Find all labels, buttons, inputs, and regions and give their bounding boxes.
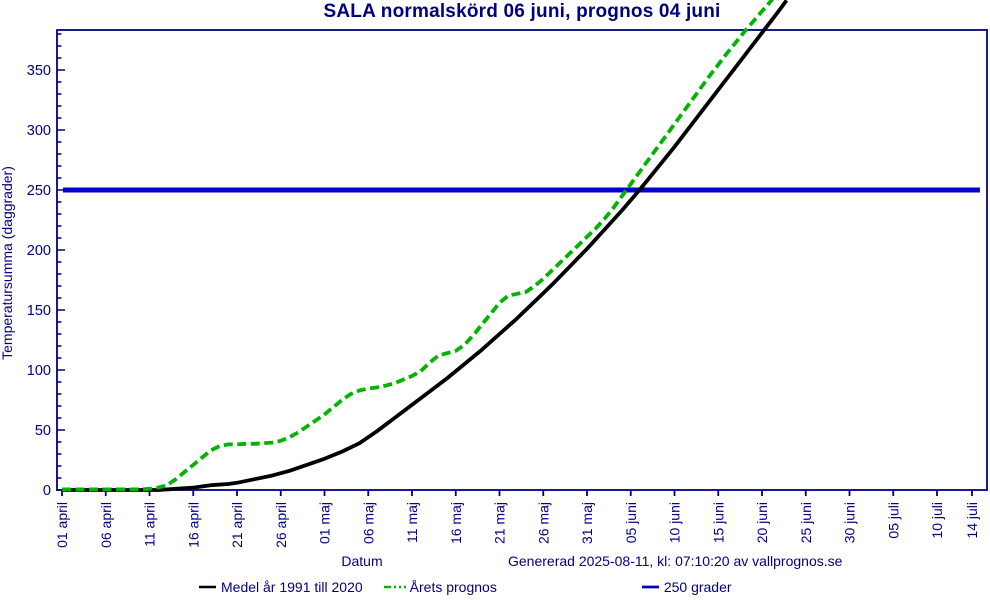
svg-text:21 maj: 21 maj: [492, 502, 508, 544]
svg-text:16 maj: 16 maj: [448, 502, 464, 544]
svg-text:30 juni: 30 juni: [842, 502, 858, 543]
svg-text:350: 350: [27, 63, 51, 79]
svg-text:0: 0: [43, 483, 51, 499]
svg-text:10 juni: 10 juni: [667, 502, 683, 543]
legend-label-250-grader: 250 grader: [663, 579, 732, 595]
svg-text:25 juni: 25 juni: [798, 502, 814, 543]
x-axis-label: Datum: [341, 553, 383, 569]
svg-text:250: 250: [27, 183, 51, 199]
svg-text:50: 50: [35, 423, 51, 439]
legend-item-prognos: Årets prognos: [383, 579, 497, 595]
svg-text:01 april: 01 april: [54, 502, 70, 548]
svg-text:31 maj: 31 maj: [579, 502, 595, 544]
svg-text:26 maj: 26 maj: [535, 502, 551, 544]
svg-text:300: 300: [27, 123, 51, 139]
y-axis-label: Temperatursumma (daggrader): [0, 166, 15, 360]
svg-text:26 april: 26 april: [273, 502, 289, 548]
svg-text:150: 150: [27, 303, 51, 319]
chart-title: SALA normalskörd 06 juni, prognos 04 jun…: [323, 1, 721, 22]
svg-text:06 maj: 06 maj: [360, 502, 376, 544]
prognos-line-swatch-icon: [383, 585, 406, 589]
svg-text:16 april: 16 april: [185, 502, 201, 548]
legend-item-medel: Medel år 1991 till 2020: [198, 579, 363, 595]
svg-text:11 maj: 11 maj: [404, 502, 420, 543]
svg-text:21 april: 21 april: [229, 502, 245, 548]
svg-text:05 juli: 05 juli: [885, 502, 901, 539]
legend-label-medel: Medel år 1991 till 2020: [221, 579, 363, 595]
svg-text:06 april: 06 april: [98, 502, 114, 548]
medel-line-swatch-icon: [199, 585, 216, 589]
svg-text:20 juni: 20 juni: [754, 502, 770, 543]
svg-text:200: 200: [27, 243, 51, 259]
ref-line-swatch-icon: [641, 585, 659, 589]
svg-text:10 juli: 10 juli: [929, 502, 945, 539]
svg-text:01 maj: 01 maj: [317, 502, 333, 544]
legend: Medel år 1991 till 2020 Årets prognos 25…: [198, 579, 732, 595]
svg-text:11 april: 11 april: [142, 502, 158, 547]
svg-text:100: 100: [27, 363, 51, 379]
svg-text:15 juni: 15 juni: [710, 502, 726, 543]
svg-text:14 juli: 14 juli: [964, 502, 980, 539]
legend-item-250-grader: 250 grader: [641, 579, 732, 595]
legend-label-prognos: Årets prognos: [409, 579, 497, 595]
generated-timestamp: Genererad 2025-08-11, kl: 07:10:20 av va…: [508, 553, 843, 569]
svg-text:05 juni: 05 juni: [623, 502, 639, 543]
